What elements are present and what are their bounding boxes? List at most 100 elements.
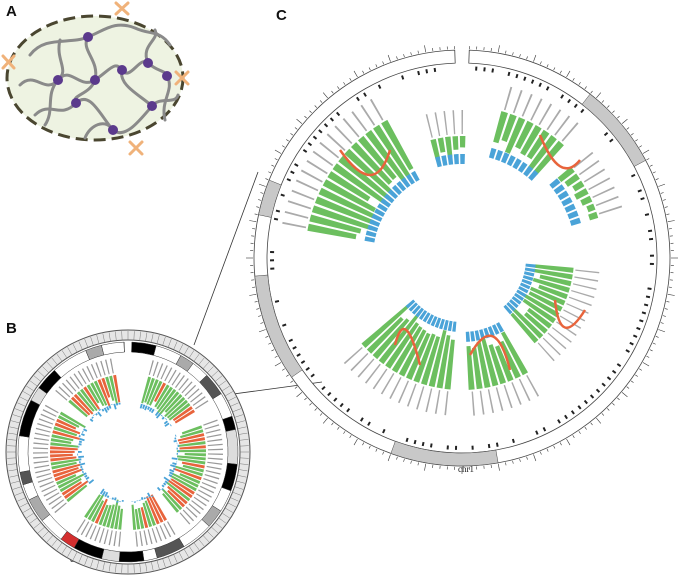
link	[430, 138, 441, 161]
link	[105, 376, 115, 401]
link	[114, 505, 121, 530]
tick	[12, 414, 22, 418]
gene-label	[380, 372, 395, 395]
mark	[483, 67, 486, 72]
tick	[533, 54, 537, 62]
tick	[424, 463, 427, 471]
link	[366, 316, 404, 354]
mark	[573, 103, 578, 109]
tick	[234, 486, 244, 490]
link-end	[383, 193, 395, 204]
link	[466, 345, 475, 390]
tick	[173, 341, 178, 350]
link	[534, 264, 574, 273]
gene-label	[201, 481, 217, 489]
link-end	[176, 452, 178, 455]
link	[344, 148, 392, 193]
link-end	[121, 499, 124, 502]
link-end	[138, 499, 141, 501]
link-end	[169, 468, 175, 473]
tick	[29, 380, 38, 387]
link	[373, 124, 410, 177]
gene-label	[33, 452, 49, 454]
tick	[626, 127, 630, 130]
link-end	[391, 184, 402, 196]
gene-label	[103, 529, 109, 545]
link-end	[503, 304, 513, 315]
link	[102, 504, 112, 527]
tick	[156, 560, 160, 569]
tick	[590, 90, 593, 94]
tick	[660, 322, 664, 324]
link-end	[81, 430, 84, 433]
gene-label	[185, 506, 198, 518]
tick	[8, 469, 18, 472]
gene-label	[207, 453, 223, 455]
mark	[471, 445, 474, 450]
mark	[637, 189, 642, 193]
tick	[23, 391, 32, 397]
link	[495, 345, 514, 382]
gene-label	[135, 531, 138, 547]
tick	[23, 507, 32, 513]
gene-label	[503, 384, 513, 409]
gene-label	[139, 531, 143, 547]
tick	[505, 462, 507, 466]
gene-label	[416, 386, 425, 410]
tick	[72, 344, 78, 353]
tick	[596, 92, 602, 99]
link	[73, 393, 94, 415]
tick	[56, 542, 63, 551]
mark	[346, 407, 351, 413]
gene-label	[206, 433, 222, 438]
gene-label	[207, 438, 223, 442]
tick	[294, 127, 298, 130]
mark	[318, 129, 323, 134]
link-end	[474, 330, 481, 341]
link	[488, 344, 507, 385]
gene-label	[182, 509, 194, 522]
link	[144, 377, 155, 403]
link-end	[111, 497, 114, 500]
link	[140, 507, 149, 529]
link-end	[415, 307, 424, 318]
mark	[636, 326, 641, 331]
tick	[353, 438, 358, 446]
tick	[296, 392, 303, 398]
link-end	[553, 184, 565, 195]
tick	[274, 355, 278, 358]
mark	[648, 237, 654, 241]
tick	[20, 502, 29, 508]
link-end	[380, 198, 392, 208]
link-end	[418, 310, 428, 321]
link-end	[528, 170, 539, 181]
link-end	[517, 161, 528, 173]
link-end	[521, 278, 532, 286]
link	[327, 171, 371, 202]
link-end	[151, 495, 154, 498]
mark	[327, 391, 332, 397]
link-end	[434, 317, 442, 328]
gene-label	[350, 352, 369, 372]
gene-label	[487, 389, 495, 414]
link-end	[506, 302, 516, 312]
gene-label	[342, 118, 360, 138]
link-end	[148, 407, 153, 412]
mark	[545, 86, 550, 91]
mark	[339, 402, 344, 408]
gene-label	[566, 303, 589, 314]
tick	[617, 115, 620, 119]
tick	[304, 115, 307, 119]
tick	[173, 554, 178, 563]
tick	[362, 442, 365, 446]
tick	[102, 333, 105, 343]
mark	[567, 98, 572, 104]
link	[444, 339, 455, 390]
link-end	[78, 443, 82, 446]
mark	[307, 142, 313, 147]
link-end	[156, 486, 161, 491]
gene-label	[204, 424, 220, 430]
tick	[519, 458, 521, 462]
gene-label	[551, 327, 572, 343]
tick	[108, 562, 111, 572]
